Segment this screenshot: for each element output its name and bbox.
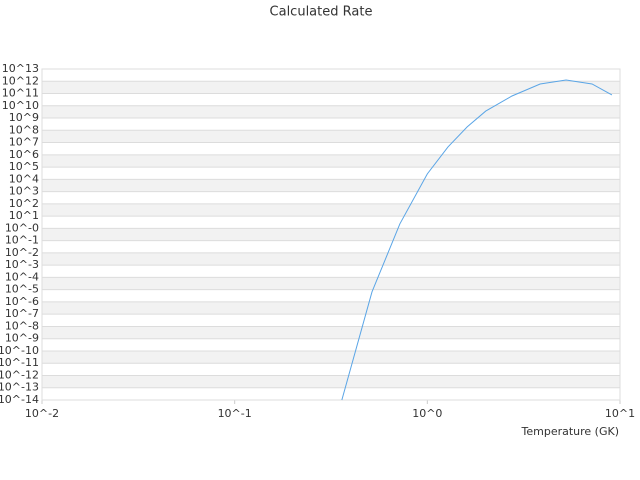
y-tick-label: 10^-1: [5, 234, 39, 247]
x-axis-label: Temperature (GK): [521, 425, 620, 438]
y-tick-label: 10^-10: [0, 344, 39, 357]
y-tick-label: 10^11: [2, 87, 39, 100]
y-tick-label: 10^4: [9, 172, 39, 185]
y-tick-label: 10^13: [2, 62, 39, 75]
y-tick-label: 10^-8: [5, 319, 39, 332]
y-tick-label: 10^-7: [5, 307, 39, 320]
y-tick-label: 10^10: [2, 99, 39, 112]
y-tick-label: 10^-12: [0, 368, 39, 381]
grid-band: [42, 203, 620, 217]
y-tick-label: 10^-6: [5, 295, 39, 308]
grid-band: [42, 277, 620, 290]
y-tick-label: 10^6: [9, 148, 39, 161]
grid-band: [42, 81, 620, 94]
x-tick-label: 10^-1: [218, 407, 252, 420]
y-tick-label: 10^1: [9, 209, 39, 222]
y-tick-label: 10^-14: [0, 393, 39, 406]
y-tick-label: 10^7: [9, 136, 39, 149]
x-tick-label: 10^1: [605, 407, 635, 420]
y-tick-label: 10^-9: [5, 332, 39, 345]
grid-band: [42, 252, 620, 266]
y-tick-label: 10^3: [9, 185, 39, 198]
y-tick-label: 10^-13: [0, 381, 39, 394]
grid-band: [42, 350, 620, 364]
x-tick-label: 10^-2: [25, 407, 59, 420]
y-tick-label: 10^5: [9, 160, 39, 173]
y-tick-label: 10^9: [9, 111, 39, 124]
grid-band: [42, 326, 620, 339]
grid-band: [42, 154, 620, 168]
y-tick-label: 10^12: [2, 74, 39, 87]
grid-band: [42, 375, 620, 388]
plot-frame: [41, 68, 621, 401]
grid-band: [42, 130, 620, 143]
y-tick-label: 10^-5: [5, 283, 39, 296]
y-tick-label: 10^-3: [5, 258, 39, 271]
grid-band: [42, 228, 620, 241]
y-tick-label: 10^2: [9, 197, 39, 210]
y-tick-label: 10^-11: [0, 356, 39, 369]
y-tick-label: 10^-0: [5, 221, 39, 234]
y-tick-label: 10^-4: [5, 270, 39, 283]
grid-band: [42, 179, 620, 192]
grid-band: [42, 105, 620, 119]
grid-band: [42, 301, 620, 315]
x-tick-label: 10^0: [412, 407, 442, 420]
y-tick-label: 10^-2: [5, 246, 39, 259]
chart-title: Calculated Rate: [270, 5, 373, 20]
data-line: [341, 79, 613, 401]
y-tick-label: 10^8: [9, 123, 39, 136]
